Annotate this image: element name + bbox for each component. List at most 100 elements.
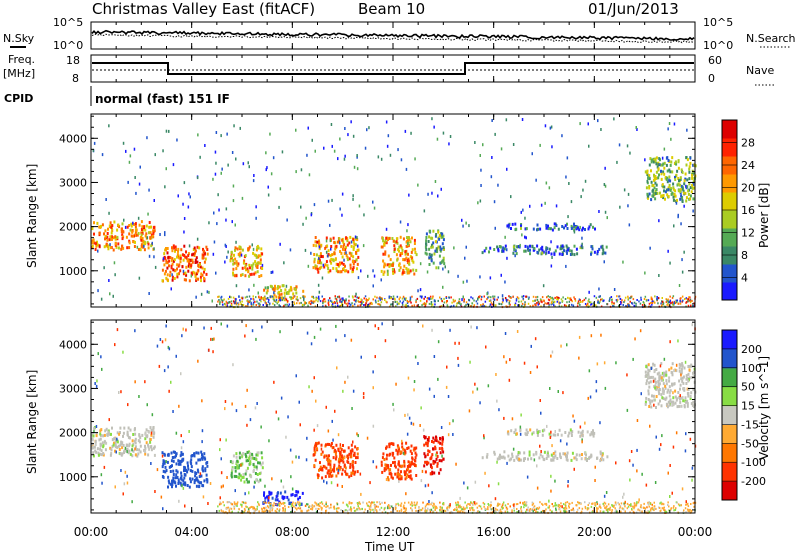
scatter-cell — [441, 454, 443, 458]
scatter-cell — [236, 501, 239, 504]
scatter-cell — [517, 453, 520, 457]
scatter-cell — [390, 463, 392, 467]
scatter-cell — [312, 301, 315, 304]
scatter-cell — [668, 122, 671, 125]
scatter-cell — [533, 509, 536, 511]
scatter-cell — [542, 284, 545, 288]
scatter-cell — [394, 504, 397, 507]
scatter-cell — [343, 247, 345, 251]
scatter-cell — [354, 461, 357, 464]
scatter-cell — [356, 456, 359, 460]
scatter-cell — [431, 297, 434, 300]
scatter-cell — [384, 250, 387, 254]
scatter-cell — [431, 117, 433, 121]
scatter-cell — [532, 227, 535, 231]
scatter-cell — [497, 482, 500, 486]
scatter-cell — [151, 234, 154, 238]
scatter-cell — [509, 296, 511, 299]
scatter-cell — [496, 298, 498, 301]
scatter-cell — [501, 301, 504, 304]
scatter-cell — [137, 216, 140, 220]
scatter-cell — [220, 471, 223, 475]
scatter-cell — [468, 503, 471, 506]
scatter-cell — [108, 279, 110, 282]
scatter-cell — [685, 184, 687, 188]
scatter-cell — [273, 304, 276, 307]
scatter-cell — [385, 241, 388, 245]
scatter-cell — [395, 305, 397, 308]
scatter-cell — [450, 296, 452, 299]
scatter-cell — [365, 298, 367, 301]
scatter-cell — [470, 501, 472, 504]
scatter-cell — [261, 267, 264, 270]
scatter-cell — [493, 295, 496, 298]
scatter-cell — [228, 511, 230, 514]
scatter-cell — [335, 474, 338, 478]
scatter-cell — [225, 300, 227, 303]
scatter-cell — [482, 143, 484, 147]
scatter-cell — [598, 287, 600, 291]
scatter-cell — [405, 167, 408, 171]
scatter-cell — [638, 509, 641, 512]
scatter-cell — [689, 394, 692, 398]
scatter-cell — [436, 455, 439, 458]
scatter-cell — [465, 221, 467, 225]
scatter-cell — [323, 265, 326, 269]
scatter-cell — [681, 364, 684, 368]
scatter-cell — [380, 297, 382, 300]
scatter-cell — [99, 444, 102, 448]
scatter-cell — [311, 507, 314, 511]
scatter-cell — [578, 335, 581, 339]
scatter-cell — [520, 224, 522, 228]
scatter-cell — [332, 506, 335, 509]
scatter-cell — [434, 438, 437, 442]
scatter-cell — [179, 481, 182, 485]
scatter-cell — [442, 457, 445, 461]
scatter-cell — [416, 297, 419, 300]
scatter-cell — [471, 302, 473, 305]
scatter-cell — [352, 238, 355, 242]
scatter-cell — [261, 297, 263, 300]
scatter-cell — [104, 237, 106, 241]
scatter-cell — [293, 295, 295, 298]
scatter-cell — [114, 273, 116, 277]
scatter-cell — [618, 295, 620, 298]
scatter-cell — [689, 301, 692, 304]
scatter-cell — [320, 443, 323, 447]
scatter-cell — [645, 186, 648, 190]
scatter-cell — [328, 454, 330, 458]
scatter-cell — [217, 295, 219, 298]
scatter-cell — [159, 233, 161, 236]
scatter-cell — [345, 298, 347, 302]
scatter-cell — [350, 244, 353, 248]
scatter-cell — [179, 454, 182, 458]
scatter-cell — [174, 248, 177, 251]
scatter-cell — [315, 507, 317, 510]
scatter-cell — [413, 504, 415, 507]
scatter-cell — [316, 424, 319, 428]
scatter-cell — [644, 374, 647, 378]
scatter-cell — [298, 501, 301, 504]
scatter-cell — [357, 505, 359, 508]
scatter-cell — [549, 227, 552, 231]
scatter-cell — [252, 295, 254, 298]
scatter-cell — [683, 204, 685, 208]
scatter-cell — [648, 369, 651, 373]
scatter-cell — [320, 501, 323, 504]
scatter-cell — [525, 501, 528, 504]
scatter-cell — [661, 300, 664, 303]
scatter-cell — [406, 259, 409, 262]
scatter-cell — [654, 301, 656, 304]
scatter-cell — [175, 473, 178, 477]
scatter-cell — [101, 367, 103, 371]
scatter-cell — [588, 298, 590, 301]
scatter-cell — [313, 253, 316, 256]
scatter-cell — [353, 472, 356, 476]
scatter-cell — [425, 503, 428, 506]
scatter-cell — [265, 509, 268, 511]
scatter-cell — [658, 382, 661, 386]
scatter-cell — [271, 509, 273, 512]
scatter-cell — [144, 452, 147, 456]
scatter-cell — [121, 441, 124, 445]
scatter-cell — [396, 510, 398, 512]
